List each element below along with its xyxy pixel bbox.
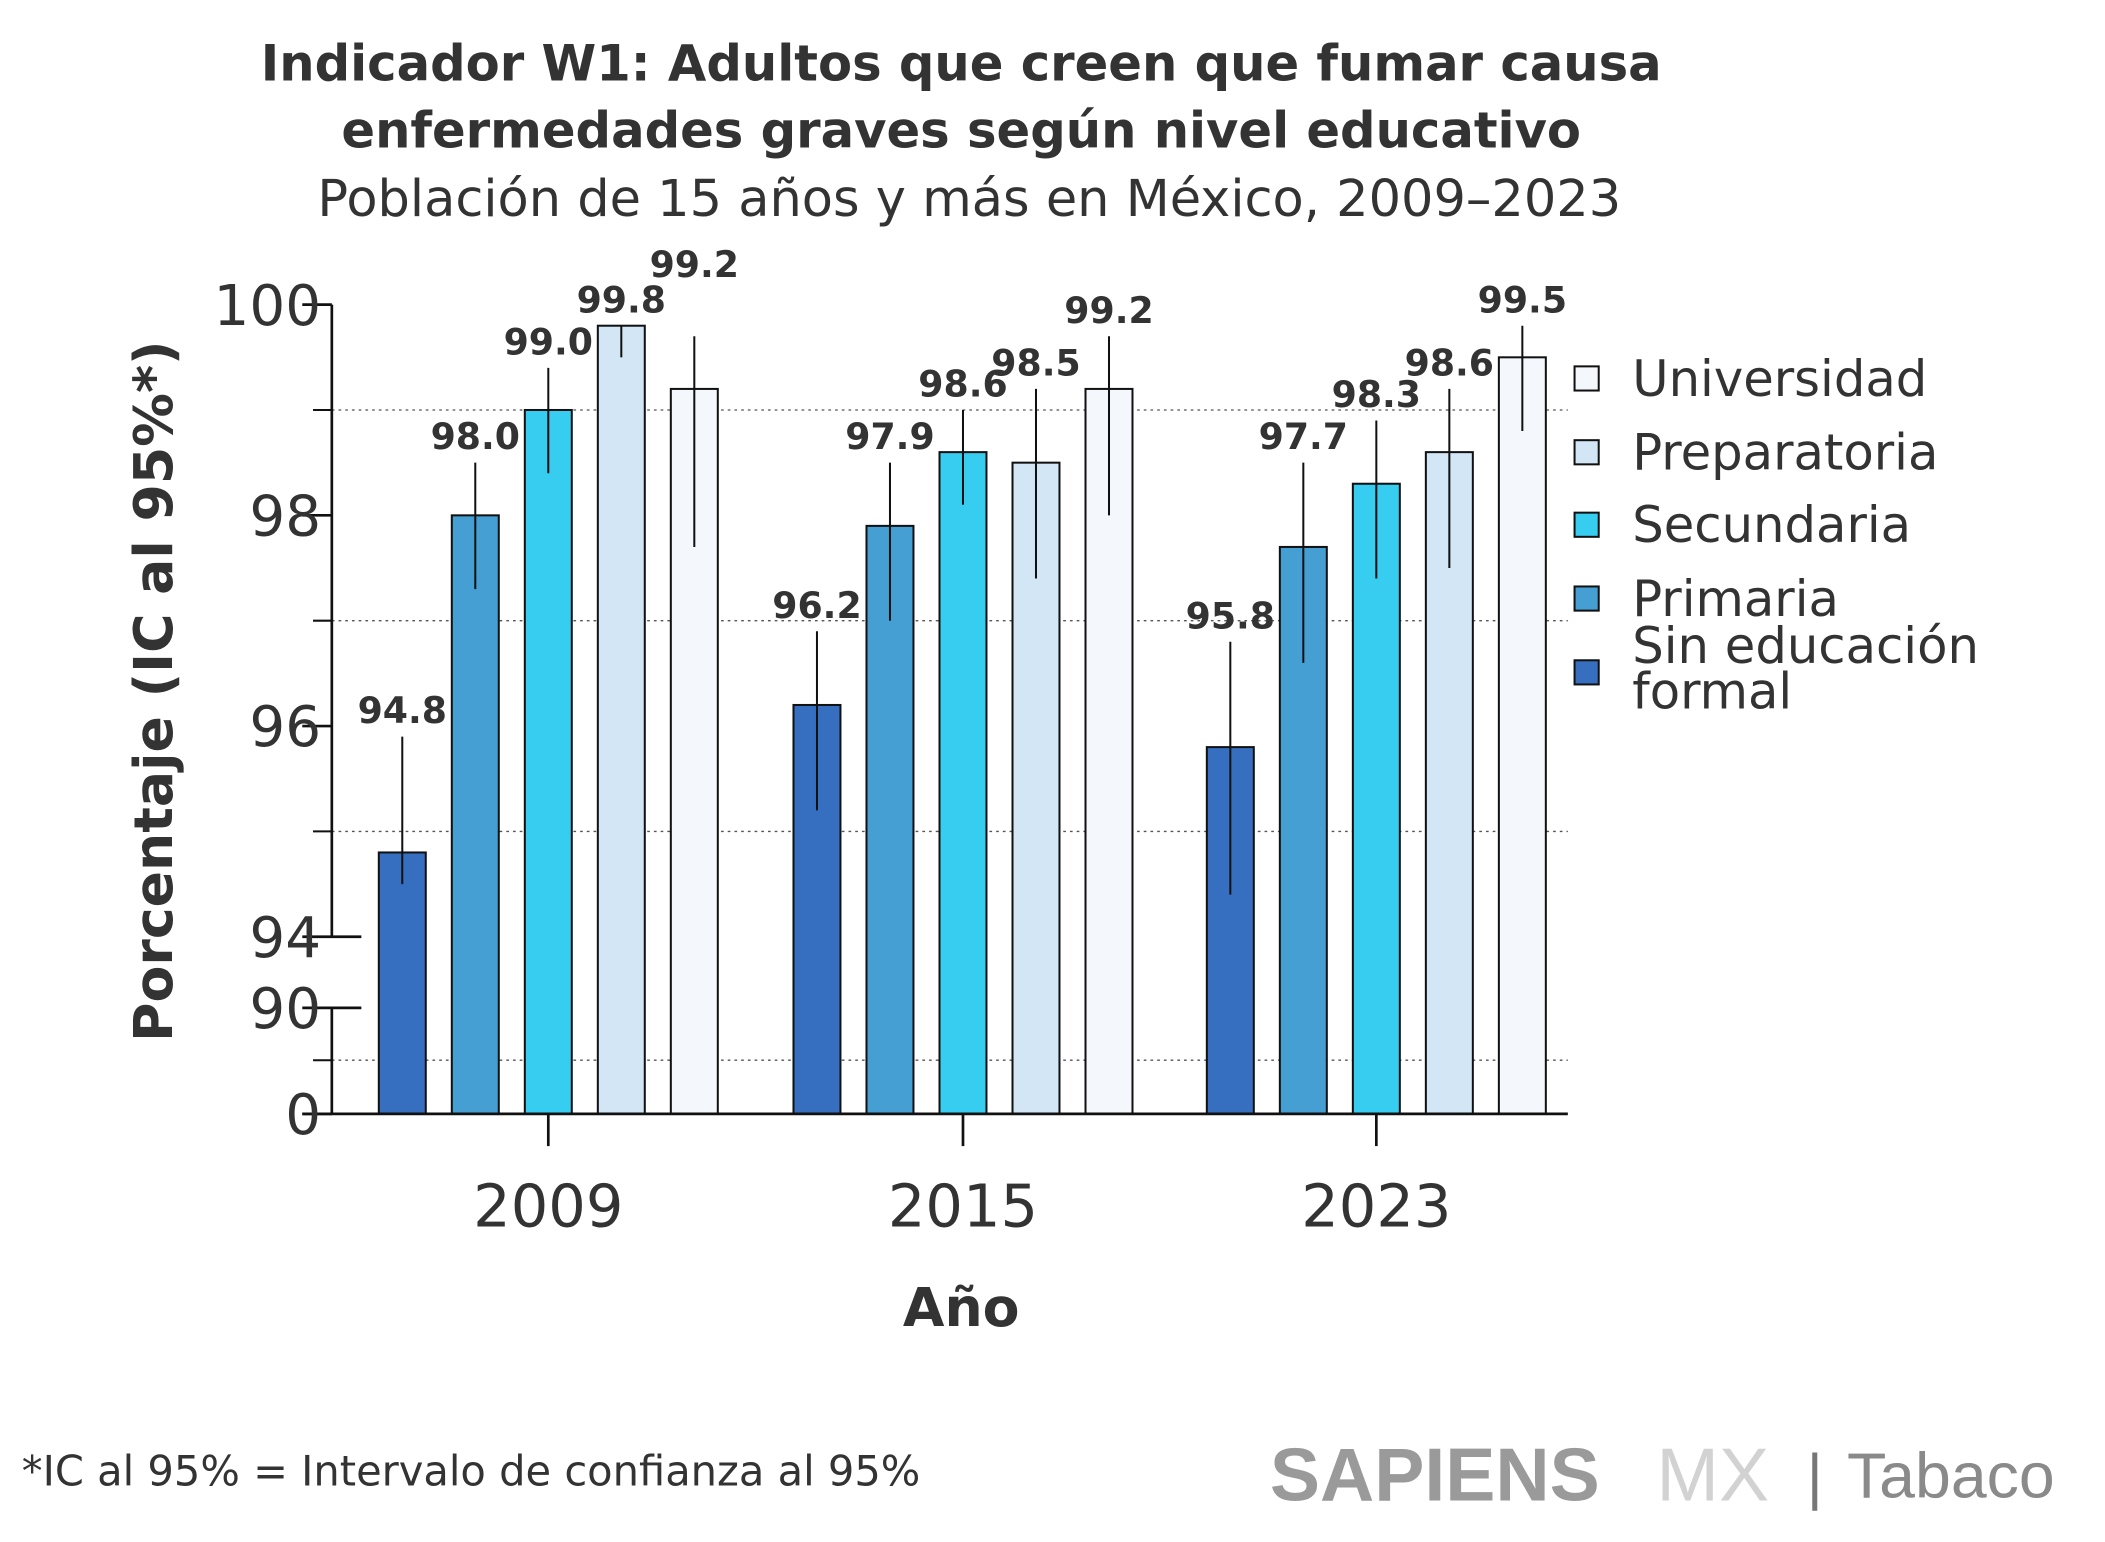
y-axis-label: Porcentaje (IC al 95%*) [122, 340, 185, 1041]
legend-item: Universidad [1573, 350, 1927, 408]
x-axis-label: Año [903, 1276, 1020, 1339]
data-label: 99.8 [577, 278, 666, 321]
x-tick-label: 2009 [473, 1172, 623, 1241]
y-tick-label: 100 [214, 274, 322, 339]
legend-item: Preparatoria [1573, 424, 1938, 482]
bar [377, 851, 427, 1115]
logo-brand: SAPIENS [1270, 1432, 1600, 1516]
legend-swatch [1573, 439, 1600, 466]
y-tick-label: 96 [249, 695, 321, 760]
bar [450, 514, 500, 1115]
data-label: 98.3 [1332, 373, 1421, 416]
logo-separator: | [1807, 1443, 1823, 1512]
bar [596, 324, 646, 1115]
legend-item: Primaria [1573, 570, 1839, 628]
data-label: 99.2 [650, 243, 739, 286]
data-label: 98.5 [991, 342, 1080, 385]
data-label: 94.8 [358, 689, 447, 732]
y-tick-label: 90 [249, 977, 321, 1042]
y-tick-label: 98 [249, 484, 321, 549]
legend-swatch [1573, 585, 1600, 612]
legend-swatch [1573, 511, 1600, 538]
legend-swatch [1573, 365, 1600, 392]
bar [523, 408, 573, 1115]
bars: 94.896.2 95.898.0 97.9 97.799.098.6 98.399.8… [358, 243, 1567, 1115]
chart-subtitle: Población de 15 años y más en México, 20… [317, 170, 1621, 229]
bar [1497, 356, 1547, 1115]
x-tick-label: 2023 [1301, 1172, 1451, 1241]
logo-section: Tabaco [1847, 1440, 2055, 1512]
y-tick-label: 0 [285, 1083, 321, 1148]
legend-label: Universidad [1632, 350, 1927, 408]
data-label: 97.7 [1259, 415, 1348, 458]
footnote: *IC al 95% = Intervalo de confianza al 9… [22, 1447, 920, 1496]
bar [938, 451, 988, 1115]
logo-region: MX [1656, 1432, 1769, 1516]
legend-swatch [1573, 659, 1600, 686]
data-label: 96.2 [772, 584, 861, 627]
legend-label: formal [1632, 663, 1792, 721]
legend: Universidad Preparatoria Secundaria Primari… [1573, 350, 1979, 721]
data-label: 98.6 [918, 363, 1007, 406]
legend-item: Secundaria [1573, 496, 1911, 554]
sapiens-logo: SAPIENS MX | Tabaco [1270, 1432, 2055, 1516]
data-label: 99.5 [1478, 278, 1567, 321]
data-label: 98.6 [1405, 342, 1494, 385]
chart-title-line-1: Indicador W1: Adultos que creen que fuma… [261, 35, 1662, 93]
legend-label: Sin educación [1632, 617, 1979, 675]
data-label: 99.0 [504, 320, 593, 363]
x-tick-label: 2015 [888, 1172, 1038, 1241]
y-tick-label: 94 [249, 906, 321, 971]
data-label: 99.2 [1064, 289, 1153, 332]
legend-label: Primaria [1632, 570, 1839, 628]
chart-title-line-2: enfermedades graves según nivel educativ… [341, 102, 1581, 160]
legend-label: Secundaria [1632, 496, 1911, 554]
legend-label: Preparatoria [1632, 424, 1938, 482]
data-label: 95.8 [1186, 594, 1275, 637]
data-label: 97.9 [845, 415, 934, 458]
data-label: 98.0 [431, 415, 520, 458]
